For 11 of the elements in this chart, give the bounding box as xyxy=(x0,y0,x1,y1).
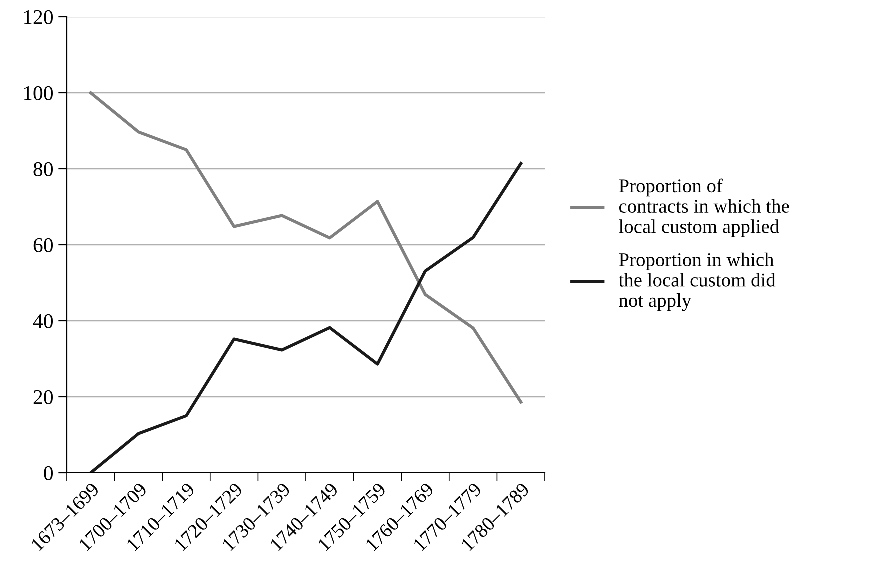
y-tick-label: 40 xyxy=(33,314,54,328)
y-tick-label: 120 xyxy=(24,10,54,24)
y-tick-label: 80 xyxy=(34,162,54,176)
legend-label: Proportion of contracts in which the local custom applied xyxy=(619,178,790,238)
line-series xyxy=(89,91,523,404)
y-tick-label: 0 xyxy=(44,466,54,480)
line-series xyxy=(89,162,523,473)
y-tick-label: 20 xyxy=(34,390,54,404)
y-tick-label: 100 xyxy=(24,86,54,100)
y-tick-label: 60 xyxy=(34,238,54,252)
legend-label: Proportion in which the local custom did not apply xyxy=(618,252,776,312)
